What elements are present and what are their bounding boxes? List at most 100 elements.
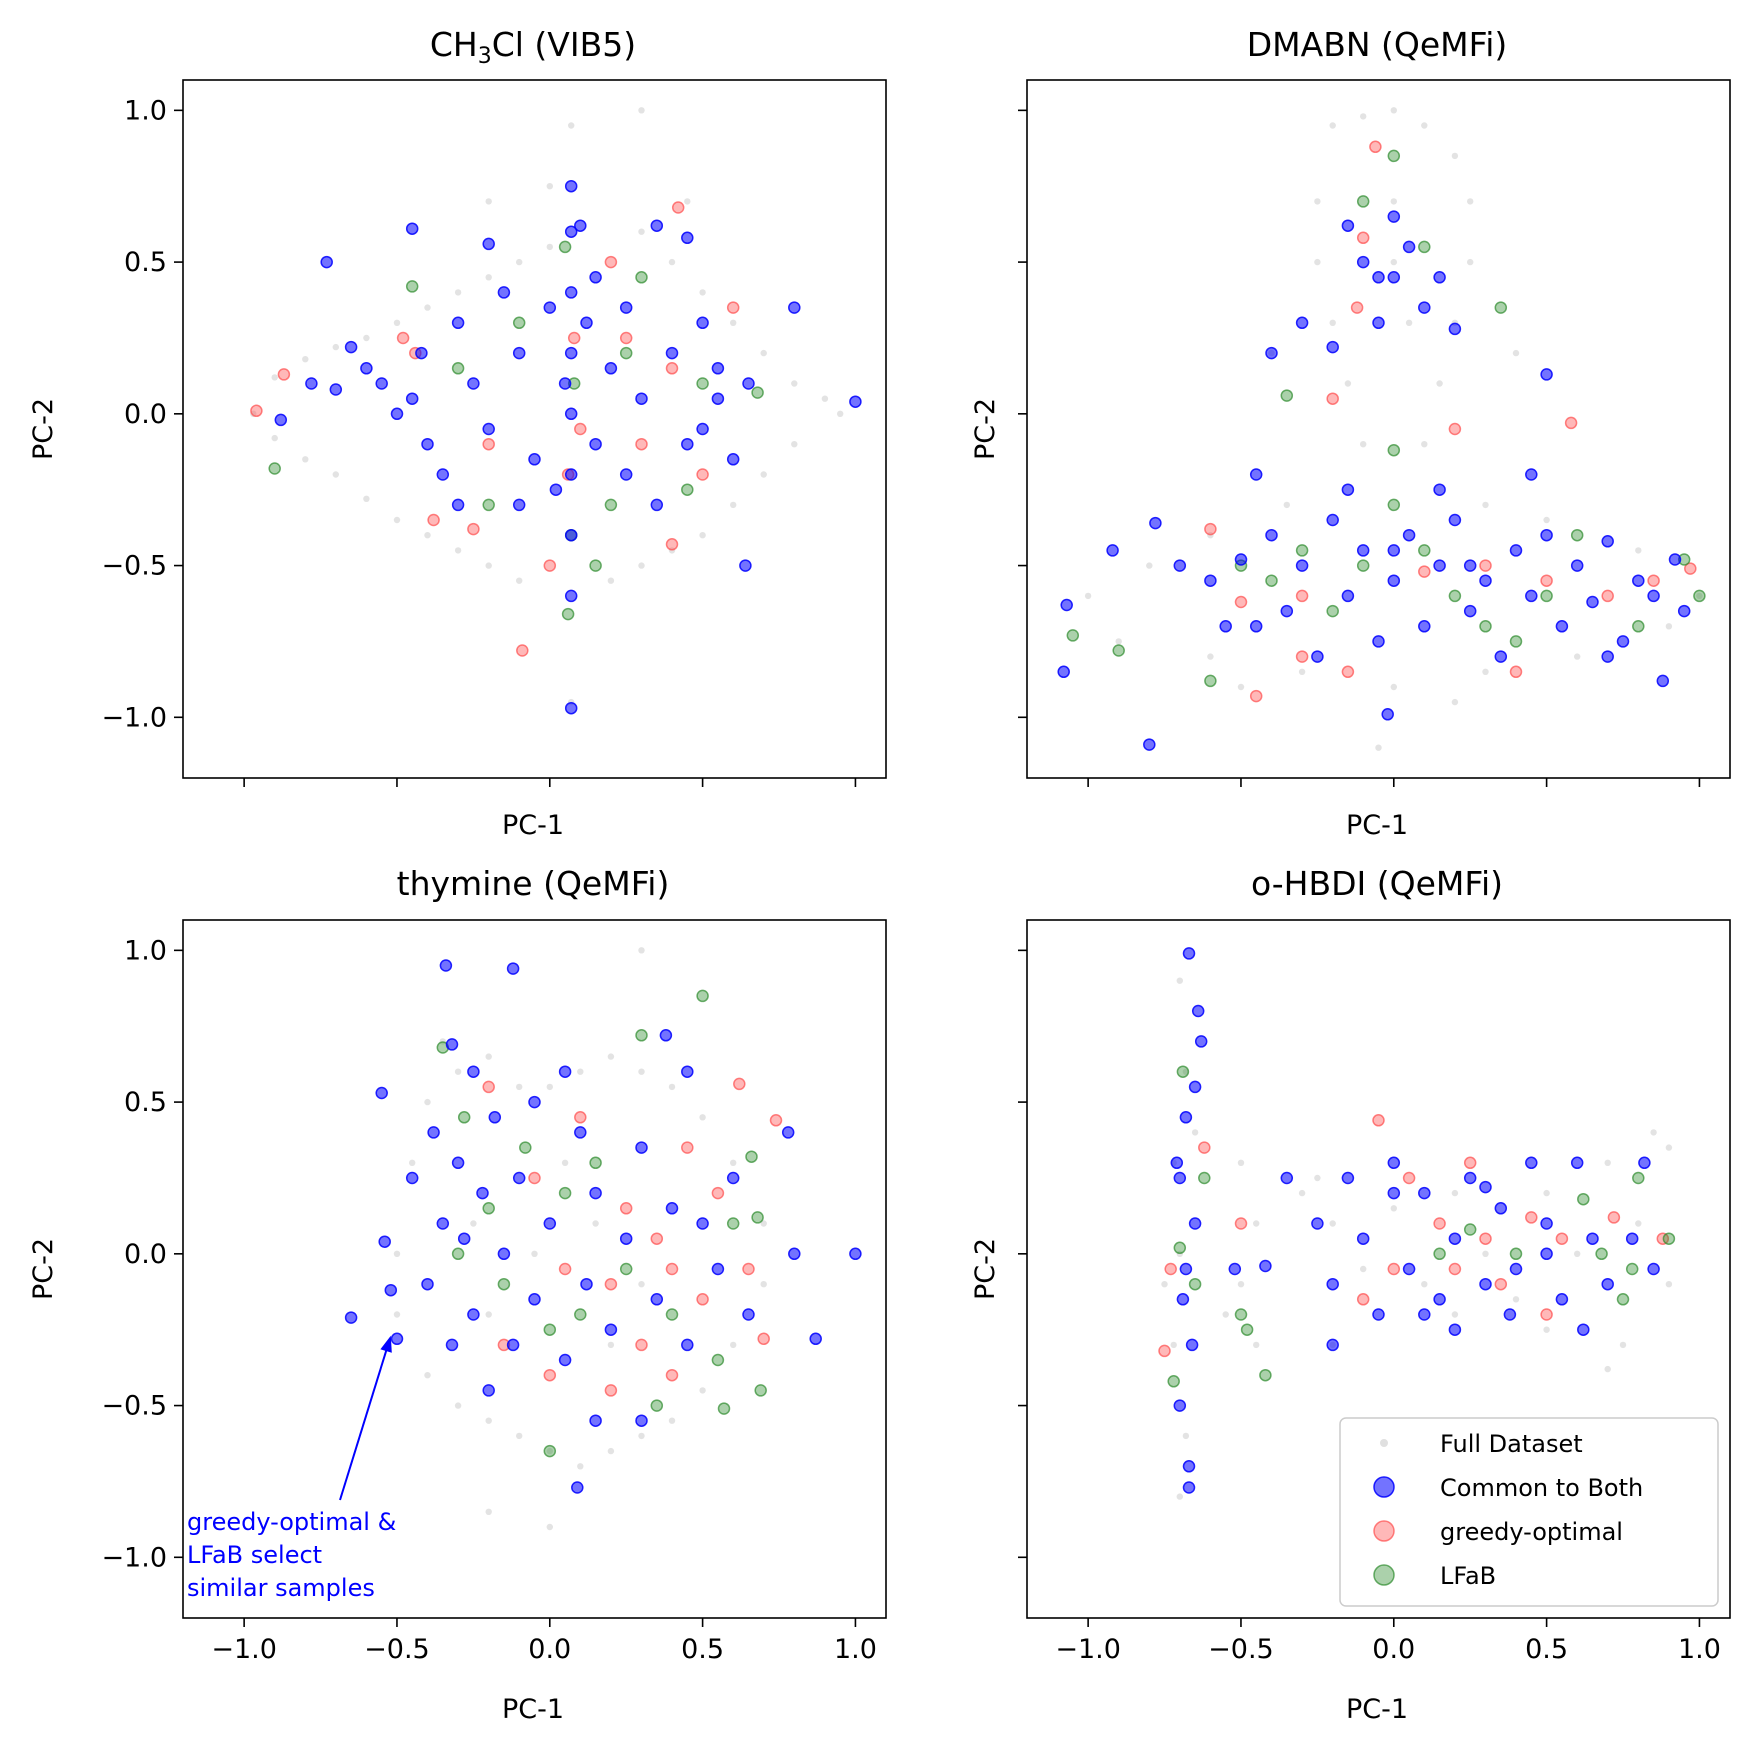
data-point-greedy — [1555, 1232, 1569, 1245]
data-point-full — [454, 289, 462, 296]
data-point-greedy — [665, 1262, 679, 1276]
data-point-common — [1647, 1262, 1660, 1276]
data-point-common — [1341, 483, 1355, 496]
data-point-greedy — [604, 1384, 618, 1397]
data-point-common — [405, 222, 419, 235]
data-point-common — [1448, 1232, 1462, 1245]
data-point-full — [837, 410, 844, 417]
data-point-common — [390, 407, 404, 421]
data-point-common — [1638, 1156, 1651, 1170]
data-point-full — [1329, 122, 1336, 129]
data-point-common — [711, 1262, 725, 1276]
data-point-common — [360, 362, 373, 375]
data-point-greedy — [1372, 1114, 1385, 1127]
data-point-common — [788, 1247, 801, 1261]
panel-dmabn: DMABN (QeMFi) PC-1 PC-2 — [970, 25, 1731, 841]
data-point-greedy — [1234, 595, 1248, 609]
legend-item-common: Common to Both — [1373, 1474, 1643, 1502]
data-point-greedy — [726, 301, 740, 314]
data-point-greedy — [1607, 1211, 1621, 1224]
data-point-full — [1604, 1159, 1611, 1167]
legend-marker-lfab — [1373, 1564, 1395, 1586]
data-point-full — [1543, 516, 1550, 524]
data-point-full — [1604, 1365, 1611, 1373]
panel-title: DMABN (QeMFi) — [1247, 25, 1508, 64]
data-point-greedy — [1601, 589, 1614, 603]
data-point-greedy — [665, 1368, 679, 1382]
data-point-full — [668, 258, 676, 266]
data-point-common — [558, 377, 572, 390]
data-point-lfab — [604, 498, 618, 512]
data-point-common — [1228, 1262, 1242, 1276]
data-point-common — [635, 392, 648, 405]
data-point-common — [467, 1065, 480, 1078]
data-point-full — [546, 183, 553, 190]
data-point-common — [1668, 553, 1682, 566]
data-point-common — [1280, 604, 1294, 618]
panel-thymine: thymine (QeMFi) −1.0 −0.5 0.0 0.5 1.0 1.0 0.5… — [28, 864, 887, 1725]
data-point-full — [332, 471, 339, 478]
data-point-common — [849, 1247, 862, 1261]
data-point-common — [1601, 535, 1614, 548]
data-point-common — [482, 237, 495, 251]
data-point-full — [607, 577, 615, 584]
data-point-full — [1451, 1311, 1459, 1318]
data-point-greedy — [1326, 392, 1339, 405]
data-point-full — [1421, 122, 1428, 129]
data-point-full — [1390, 258, 1398, 266]
data-point-common — [1494, 650, 1508, 663]
legend-label: Common to Both — [1440, 1474, 1643, 1502]
data-point-common — [1647, 589, 1660, 603]
data-point-common — [1448, 513, 1462, 527]
data-point-full — [638, 1068, 645, 1075]
data-point-greedy — [427, 513, 440, 527]
data-point-full — [485, 1417, 492, 1424]
data-point-common — [451, 1156, 465, 1170]
data-point-common — [574, 1126, 587, 1139]
data-point-greedy — [733, 1077, 746, 1091]
data-point-full — [332, 343, 339, 351]
data-point-greedy — [635, 437, 648, 451]
data-point-greedy — [1509, 665, 1523, 679]
data-point-common — [1341, 1171, 1355, 1185]
data-point-common — [1188, 1080, 1202, 1094]
data-point-greedy — [1647, 574, 1660, 587]
data-point-common — [427, 1126, 440, 1139]
data-point-common — [1191, 1004, 1205, 1018]
data-point-common — [1525, 468, 1538, 481]
data-point-lfab — [711, 1353, 725, 1367]
data-point-full — [1207, 653, 1214, 660]
panel-title: o-HBDI (QeMFi) — [1251, 864, 1503, 903]
data-point-greedy — [1341, 665, 1355, 679]
data-point-full — [424, 1098, 431, 1106]
data-point-lfab — [1463, 1223, 1477, 1236]
data-point-common — [1448, 322, 1462, 336]
y-tick-label: 0.0 — [124, 1239, 167, 1270]
data-point-lfab — [482, 498, 495, 512]
data-point-full — [1191, 1129, 1199, 1136]
data-point-greedy — [769, 1114, 783, 1127]
data-point-full — [1451, 698, 1459, 706]
data-point-lfab — [1112, 644, 1125, 657]
data-point-lfab — [696, 989, 709, 1003]
data-point-full — [1543, 1189, 1550, 1197]
data-point-full — [485, 274, 492, 281]
data-point-lfab — [1387, 149, 1401, 163]
data-point-greedy — [467, 522, 480, 536]
data-point-greedy — [543, 559, 557, 572]
data-point-full — [607, 1053, 615, 1060]
y-axis-ticks — [1018, 109, 1027, 719]
data-point-common — [711, 392, 725, 405]
data-point-common — [1677, 604, 1691, 618]
data-point-common — [619, 1232, 633, 1245]
data-point-common — [1418, 1308, 1431, 1321]
data-point-common — [726, 453, 740, 466]
data-point-common — [1586, 595, 1599, 609]
x-axis-ticks: −1.0 −0.5 0.0 0.5 1.0 — [1055, 1618, 1721, 1665]
data-point-greedy — [619, 331, 633, 345]
data-point-full — [1084, 592, 1092, 600]
data-point-common — [1509, 544, 1523, 557]
data-point-greedy — [1479, 559, 1492, 572]
data-point-full — [302, 456, 309, 463]
